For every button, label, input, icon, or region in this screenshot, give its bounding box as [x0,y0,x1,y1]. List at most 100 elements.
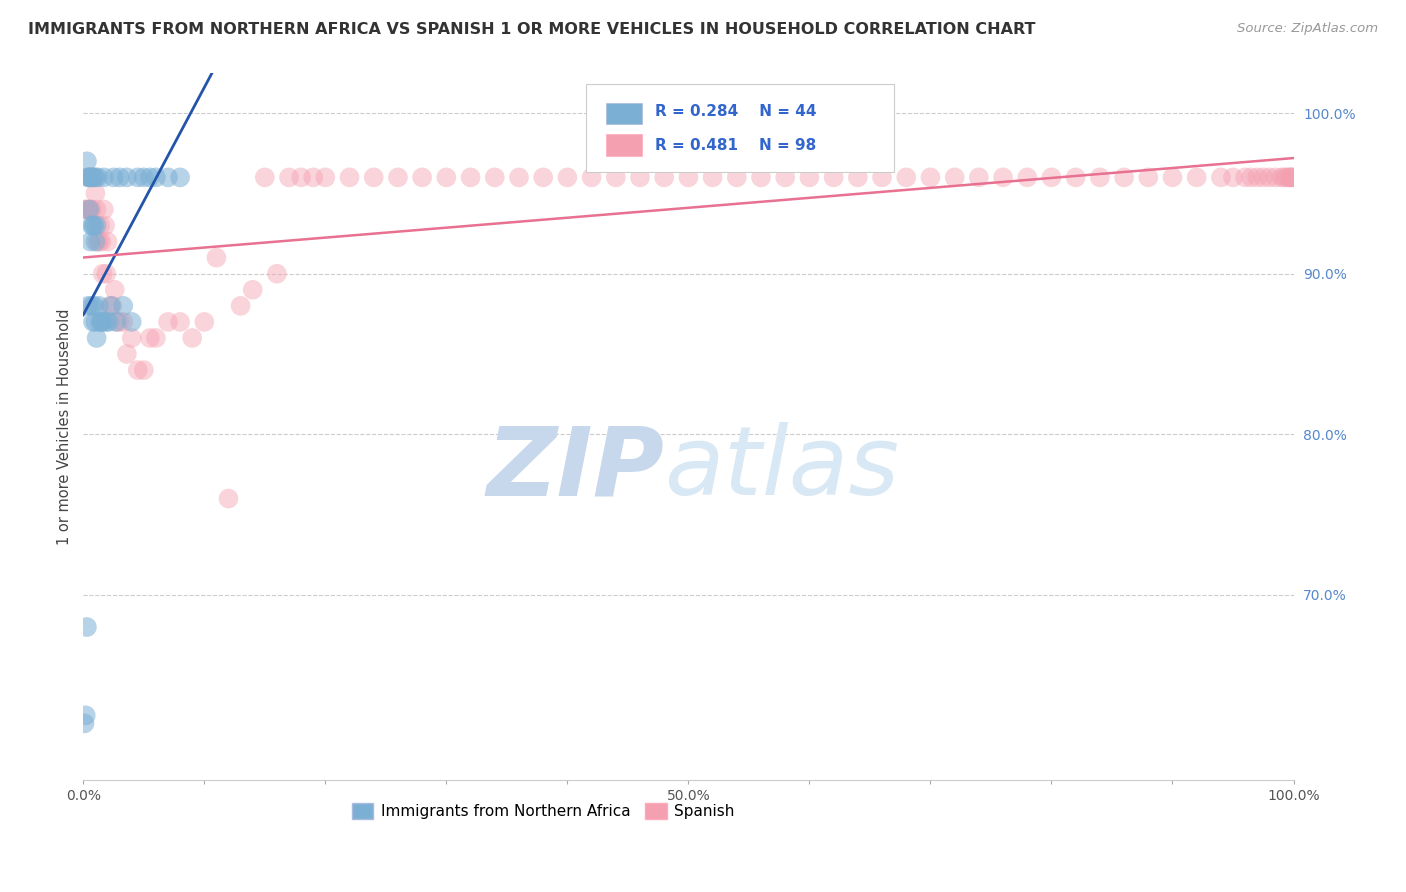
Point [79,202,101,217]
Text: ZIP: ZIP [486,422,664,516]
Point [93,202,115,217]
Point [1040,170,1063,185]
Point [484,170,506,185]
Point [101,299,124,313]
Point [90,315,112,329]
Point [96,235,118,249]
Point [652,170,675,185]
Point [76,620,98,634]
Point [156,170,179,185]
Point [278,170,301,185]
Bar [606,103,643,124]
Point [749,170,772,185]
Point [1112,170,1135,185]
Point [103,170,125,185]
Point [1264,170,1286,185]
Point [1222,170,1244,185]
Point [253,170,276,185]
Point [628,170,651,185]
Point [169,170,191,185]
Point [79,170,101,185]
Point [83,299,105,313]
Point [104,315,127,329]
Point [1161,170,1184,185]
Point [314,170,336,185]
Point [83,170,105,185]
FancyBboxPatch shape [585,84,894,172]
Point [1246,170,1268,185]
Point [89,219,111,233]
Point [108,170,131,185]
Point [76,154,98,169]
Point [967,170,990,185]
Point [920,170,942,185]
Point [1279,170,1302,185]
Point [91,315,114,329]
Point [112,315,135,329]
Point [702,170,724,185]
Point [725,170,748,185]
Point [302,170,325,185]
Point [1272,170,1295,185]
Y-axis label: 1 or more Vehicles in Household: 1 or more Vehicles in Household [58,308,72,544]
Point [991,170,1014,185]
Point [84,315,107,329]
Text: atlas: atlas [664,422,900,516]
Point [82,170,104,185]
Point [121,331,143,345]
Bar [606,135,643,156]
Point [82,315,104,329]
Point [79,202,101,217]
Point [145,331,167,345]
Point [846,170,869,185]
Point [100,299,122,313]
Point [799,170,821,185]
Point [104,283,127,297]
Point [1251,170,1274,185]
Point [581,170,603,185]
Point [1209,170,1232,185]
Point [1282,170,1305,185]
Point [132,363,155,377]
Point [115,170,138,185]
Point [156,315,179,329]
Point [363,170,385,185]
Point [1275,170,1298,185]
Point [193,315,215,329]
Point [108,315,131,329]
Point [80,219,103,233]
Point [79,235,101,249]
Point [93,170,115,185]
Text: R = 0.481    N = 98: R = 0.481 N = 98 [655,137,815,153]
Point [145,170,167,185]
Point [242,283,264,297]
Point [127,363,149,377]
Point [266,267,288,281]
Point [823,170,845,185]
Point [460,170,482,185]
Point [218,491,240,506]
Point [73,202,96,217]
Point [1258,170,1281,185]
Point [90,235,112,249]
Point [89,315,111,329]
Point [1064,170,1087,185]
Point [77,299,100,313]
Point [75,708,97,723]
Point [80,202,103,217]
Point [96,315,118,329]
Point [94,219,117,233]
Point [229,299,252,313]
Point [1185,170,1208,185]
Point [678,170,700,185]
Point [139,331,162,345]
Text: Source: ZipAtlas.com: Source: ZipAtlas.com [1237,22,1378,36]
Point [83,219,105,233]
Point [121,315,143,329]
Point [79,170,101,185]
Point [132,170,155,185]
Legend: Immigrants from Northern Africa, Spanish: Immigrants from Northern Africa, Spanish [346,797,741,825]
Point [870,170,893,185]
Point [96,267,118,281]
Point [557,170,579,185]
